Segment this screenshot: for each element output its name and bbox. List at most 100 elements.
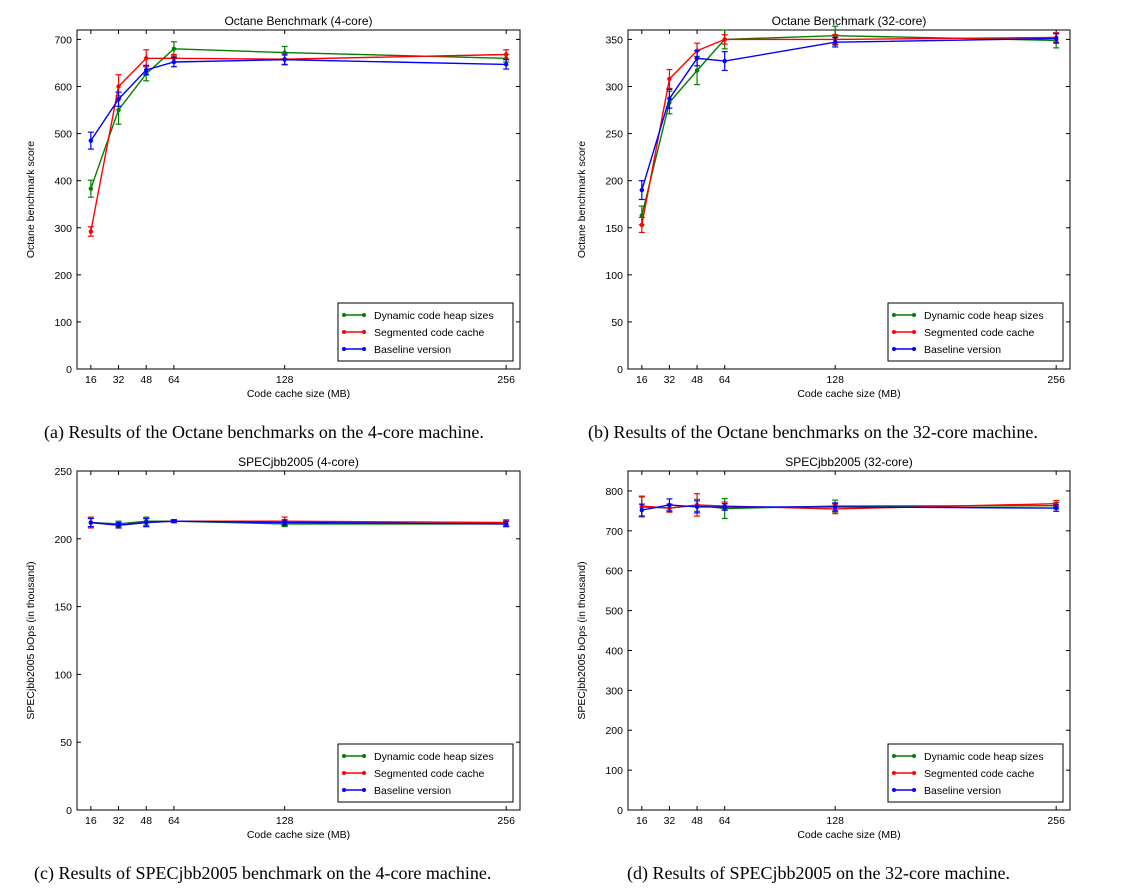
legend-marker xyxy=(912,313,916,317)
y-tick-label: 600 xyxy=(605,566,623,578)
legend-marker xyxy=(362,788,366,792)
y-tick-label: 100 xyxy=(54,317,72,329)
legend-box xyxy=(887,302,1064,362)
data-point xyxy=(116,107,121,113)
plot-frame xyxy=(627,470,1071,811)
data-point xyxy=(667,96,672,101)
series-line xyxy=(641,503,1057,510)
data-point xyxy=(171,518,177,524)
legend-marker xyxy=(892,347,896,351)
y-tick-label: 200 xyxy=(605,176,623,188)
y-tick-label: 100 xyxy=(605,270,623,282)
caption-c: (c) Results of SPECjbb2005 benchmark on … xyxy=(34,863,492,883)
x-tick-label: 64 xyxy=(168,815,180,827)
x-tick-label: 48 xyxy=(140,815,152,827)
chart-title: Octane Benchmark (32-core) xyxy=(772,14,927,28)
legend-marker xyxy=(362,347,366,351)
x-tick-label: 32 xyxy=(113,815,125,827)
legend-marker xyxy=(892,330,896,334)
data-point xyxy=(694,504,700,510)
series-1 xyxy=(638,32,1060,234)
chart-title: Octane Benchmark (4-core) xyxy=(224,14,372,28)
y-axis-label: SPECjbb2005 bOps (in thousand) xyxy=(25,561,37,719)
y-tick-label: 0 xyxy=(66,805,72,817)
x-tick-label: 48 xyxy=(691,374,703,386)
x-tick-label: 256 xyxy=(1047,374,1065,386)
legend-label: Baseline version xyxy=(924,344,1001,356)
legend-label: Segmented code cache xyxy=(924,327,1034,339)
data-point xyxy=(722,58,727,64)
legend-marker xyxy=(892,754,896,758)
legend-marker xyxy=(362,771,366,775)
legend-marker xyxy=(342,788,346,792)
x-tick-label: 32 xyxy=(664,374,676,386)
plot-frame xyxy=(627,29,1071,370)
legend-label: Segmented code cache xyxy=(924,768,1034,780)
legend-marker xyxy=(912,771,916,775)
legend-marker xyxy=(912,788,916,792)
x-tick-label: 256 xyxy=(497,374,515,386)
series-2 xyxy=(87,54,510,150)
y-tick-label: 250 xyxy=(54,466,72,478)
data-point xyxy=(116,84,121,89)
x-tick-label: 32 xyxy=(664,815,676,827)
data-point xyxy=(503,62,509,67)
series-0 xyxy=(638,25,1060,226)
legend-box xyxy=(337,743,514,803)
data-point xyxy=(88,229,94,234)
legend: Dynamic code heap sizes Segmented code ca… xyxy=(337,302,514,362)
y-tick-label: 300 xyxy=(54,223,72,235)
chart-panel-1: Octane Benchmark (32-core) 0 50 100 150 200 25… xyxy=(576,14,1071,400)
y-tick-label: 700 xyxy=(54,34,72,46)
x-axis-label: Code cache size (MB) xyxy=(247,388,350,400)
y-axis-label: Octane benchmark score xyxy=(576,141,588,258)
series-0 xyxy=(87,41,510,198)
y-tick-label: 200 xyxy=(54,270,72,282)
y-tick-label: 300 xyxy=(605,82,623,94)
data-point xyxy=(667,502,672,508)
plot-frame xyxy=(76,29,521,370)
legend: Dynamic code heap sizes Segmented code ca… xyxy=(337,743,514,803)
data-point xyxy=(282,57,287,62)
x-axis-label: Code cache size (MB) xyxy=(797,829,900,841)
data-point xyxy=(88,186,94,191)
y-tick-label: 500 xyxy=(605,606,623,618)
y-tick-label: 250 xyxy=(605,129,623,141)
y-tick-label: 400 xyxy=(605,645,623,657)
y-tick-label: 700 xyxy=(605,526,623,538)
y-tick-label: 50 xyxy=(611,317,623,329)
series-2 xyxy=(638,498,1060,517)
series-line xyxy=(90,53,507,232)
data-point xyxy=(832,504,838,510)
y-tick-label: 0 xyxy=(617,364,623,376)
chart-panel-2: SPECjbb2005 (4-core) 0 50 100 150 200 250 16 32 4… xyxy=(25,455,521,841)
data-point xyxy=(116,97,121,102)
series-line xyxy=(641,34,1057,216)
x-axis-label: Code cache size (MB) xyxy=(247,829,350,841)
legend-marker xyxy=(362,330,366,334)
legend-marker xyxy=(892,313,896,317)
legend-label: Segmented code cache xyxy=(374,768,484,780)
legend-marker xyxy=(362,313,366,317)
x-tick-label: 16 xyxy=(85,815,97,827)
legend-marker xyxy=(912,330,916,334)
x-tick-label: 64 xyxy=(168,374,180,386)
y-tick-label: 50 xyxy=(60,737,72,749)
data-point xyxy=(1053,505,1059,511)
chart-title: SPECjbb2005 (32-core) xyxy=(785,455,912,469)
legend-label: Baseline version xyxy=(374,344,451,356)
chart-title: SPECjbb2005 (4-core) xyxy=(238,455,359,469)
data-point xyxy=(639,507,645,513)
data-point xyxy=(171,59,177,65)
x-tick-label: 48 xyxy=(140,374,152,386)
series-2 xyxy=(638,33,1060,201)
data-point xyxy=(639,187,645,193)
data-point xyxy=(667,76,672,82)
y-tick-label: 0 xyxy=(66,364,72,376)
series-line xyxy=(90,520,507,526)
x-tick-label: 128 xyxy=(276,815,294,827)
x-tick-label: 256 xyxy=(1047,815,1065,827)
legend-marker xyxy=(912,347,916,351)
y-tick-label: 800 xyxy=(605,486,623,498)
